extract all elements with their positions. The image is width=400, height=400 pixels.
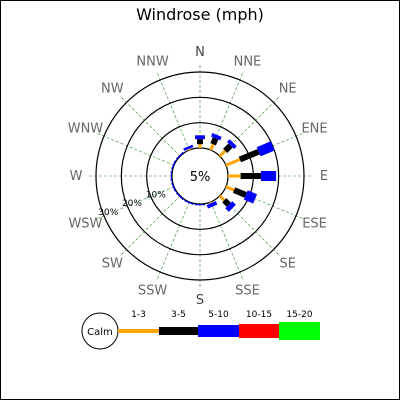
legend: Calm 1-3 3-5 5-10 10-15 15-20	[81, 310, 320, 350]
legend-label-15-20: 15-20	[286, 310, 312, 320]
legend-label-10-15: 10-15	[246, 310, 272, 320]
direction-labels: N NNE NE ENE E ESE SE SSE S SSW SW WSW W WNW NW NNW	[68, 45, 328, 308]
ring-3	[95, 71, 305, 281]
bar-sse-5-10	[206, 201, 218, 209]
legend-label-5-10: 5-10	[208, 310, 229, 320]
direction-label-n: N	[195, 45, 205, 60]
legend-label-1-3: 1-3	[131, 310, 146, 320]
direction-label-ssw: SSW	[138, 284, 168, 299]
direction-label-nnw: NNW	[136, 54, 168, 69]
direction-label-nne: NNE	[234, 54, 262, 69]
spoke-ne	[219, 96, 280, 157]
bar-ese-5-10	[243, 190, 258, 204]
bar-se-3-5	[222, 198, 231, 207]
ring-2	[120, 96, 280, 256]
bar-nne-5-10	[210, 133, 222, 141]
spoke-ssw	[156, 201, 190, 280]
direction-label-se: SE	[279, 257, 295, 272]
ring-label-1: 10%	[146, 191, 166, 201]
ring-label-2: 20%	[122, 199, 142, 209]
direction-label-nw: NW	[101, 81, 124, 96]
legend-swatch-5-10	[198, 325, 239, 337]
spoke-se	[219, 195, 280, 256]
spoke-nnw	[156, 72, 190, 151]
bar-ne-3-5	[223, 143, 233, 153]
direction-label-ese: ESE	[302, 216, 327, 231]
bar-nnw-5-10	[183, 144, 194, 151]
direction-label-e: E	[320, 169, 328, 184]
spoke-nne	[210, 72, 244, 151]
bar-se-5-10	[225, 201, 236, 212]
bar-nw-5-10	[175, 151, 184, 160]
spoke-nw	[120, 96, 181, 157]
legend-swatch-3-5	[159, 327, 198, 335]
center-label: 5%	[190, 170, 211, 185]
bar-ese-3-5	[232, 187, 247, 198]
direction-label-s: S	[196, 293, 204, 308]
ring-label-3: 30%	[98, 208, 118, 218]
direction-label-ene: ENE	[301, 122, 327, 137]
bar-ne-1-3	[218, 149, 227, 158]
chart-title: Windrose (mph)	[136, 5, 264, 24]
spoke-sse	[210, 201, 244, 280]
bar-nne-3-5	[210, 137, 219, 146]
legend-calm-label: Calm	[87, 327, 113, 338]
legend-label-3-5: 3-5	[171, 310, 186, 320]
wind-bars: 5%	[170, 133, 277, 212]
bar-ene-5-10	[256, 141, 275, 157]
direction-label-ne: NE	[279, 81, 297, 96]
spoke-wsw	[96, 186, 175, 220]
bar-nne-1-3	[209, 143, 215, 151]
bar-ene-3-5	[238, 148, 260, 163]
ring-labels: 10% 20% 30%	[98, 191, 166, 218]
calm-center	[178, 154, 222, 198]
bar-ene-1-3	[225, 158, 241, 167]
legend-swatch-10-15	[239, 324, 279, 338]
spoke-wnw	[96, 132, 175, 166]
legend-swatch-1-3	[118, 329, 159, 333]
direction-label-sw: SW	[102, 257, 123, 272]
bar-sw-5-10	[175, 192, 184, 201]
spoke-sw	[120, 195, 181, 256]
direction-label-sse: SSE	[235, 284, 260, 299]
direction-label-wsw: WSW	[68, 216, 102, 231]
bar-ese-1-3	[225, 185, 235, 192]
spoke-ese	[225, 186, 304, 220]
bar-se-1-3	[218, 194, 226, 202]
direction-label-w: W	[70, 169, 83, 184]
legend-swatch-15-20	[279, 322, 320, 340]
direction-label-wnw: WNW	[68, 122, 104, 137]
bar-ne-5-10	[227, 139, 237, 149]
